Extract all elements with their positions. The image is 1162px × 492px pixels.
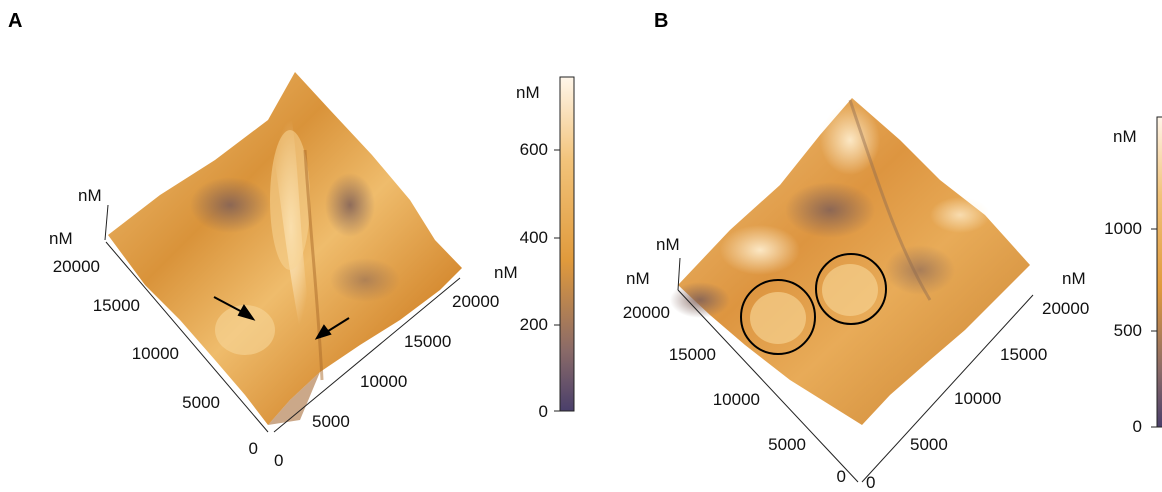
panel-b-y-tick: 20000 <box>622 303 670 322</box>
panel-a-y-tick: 10000 <box>131 344 179 363</box>
panel-a-colorbar-tick: 200 <box>519 315 548 334</box>
panel-b-axes <box>677 257 1034 483</box>
panel-a-z-unit: nM <box>78 186 102 205</box>
panel-b-surface <box>670 98 1030 425</box>
panel-a-y-tick: 0 <box>248 439 258 458</box>
panel-b-y-tick: 5000 <box>768 435 806 454</box>
panel-a-colorbar <box>559 76 575 412</box>
panel-b-y-tick: 15000 <box>668 345 716 364</box>
panel-b-colorbar-tick: 0 <box>1132 417 1142 436</box>
panel-a-x-tick: 20000 <box>452 292 500 311</box>
panel-a-y-tick: 15000 <box>92 296 140 315</box>
panel-a-y-unit: nM <box>49 229 73 248</box>
panel-b-y-tick: 0 <box>836 467 846 486</box>
panel-a-x-tick: 15000 <box>404 332 452 351</box>
panel-b-colorbar <box>1156 116 1162 428</box>
panel-b-colorbar-tick: 1000 <box>1104 219 1142 238</box>
panel-b-x-unit: nM <box>1062 269 1086 288</box>
panel-b-x-tick: 0 <box>866 473 876 492</box>
panel-a-y-tick: 5000 <box>182 393 220 412</box>
panel-a-colorbar-unit: nM <box>516 83 540 102</box>
panel-b-x-tick: 10000 <box>954 389 1002 408</box>
panel-a-x-tick: 10000 <box>360 372 408 391</box>
panel-b-x-tick: 5000 <box>910 435 948 454</box>
panel-b-z-unit: nM <box>656 235 680 254</box>
panel-letter-a: A <box>8 10 23 32</box>
panel-a-x-unit: nM <box>494 263 518 282</box>
panel-b-y-unit: nM <box>626 269 650 288</box>
panel-b-colorbar-ticks <box>1151 228 1157 428</box>
panel-b-colorbar-unit: nM <box>1113 127 1137 146</box>
panel-a-colorbar-ticks <box>554 149 560 412</box>
panel-a-surface <box>108 72 462 425</box>
panel-a-axes <box>104 204 461 433</box>
panel-b-circle-1 <box>740 279 816 355</box>
panel-a-x-tick: 5000 <box>312 412 350 431</box>
panel-a-colorbar-tick: 400 <box>519 228 548 247</box>
panel-a-arrows <box>213 296 350 340</box>
panel-a-y-tick: 20000 <box>52 257 100 276</box>
panel-b-y-tick: 10000 <box>712 390 760 409</box>
panel-a-colorbar-tick: 0 <box>538 402 548 421</box>
panel-b-circle-2 <box>815 253 887 325</box>
panel-a-colorbar-tick: 600 <box>519 140 548 159</box>
panel-a-x-tick: 0 <box>274 451 284 470</box>
panel-letter-b: B <box>654 10 669 32</box>
panel-b-x-tick: 15000 <box>1000 345 1048 364</box>
panel-b-colorbar-tick: 500 <box>1113 321 1142 340</box>
panel-b-x-tick: 20000 <box>1042 299 1090 318</box>
